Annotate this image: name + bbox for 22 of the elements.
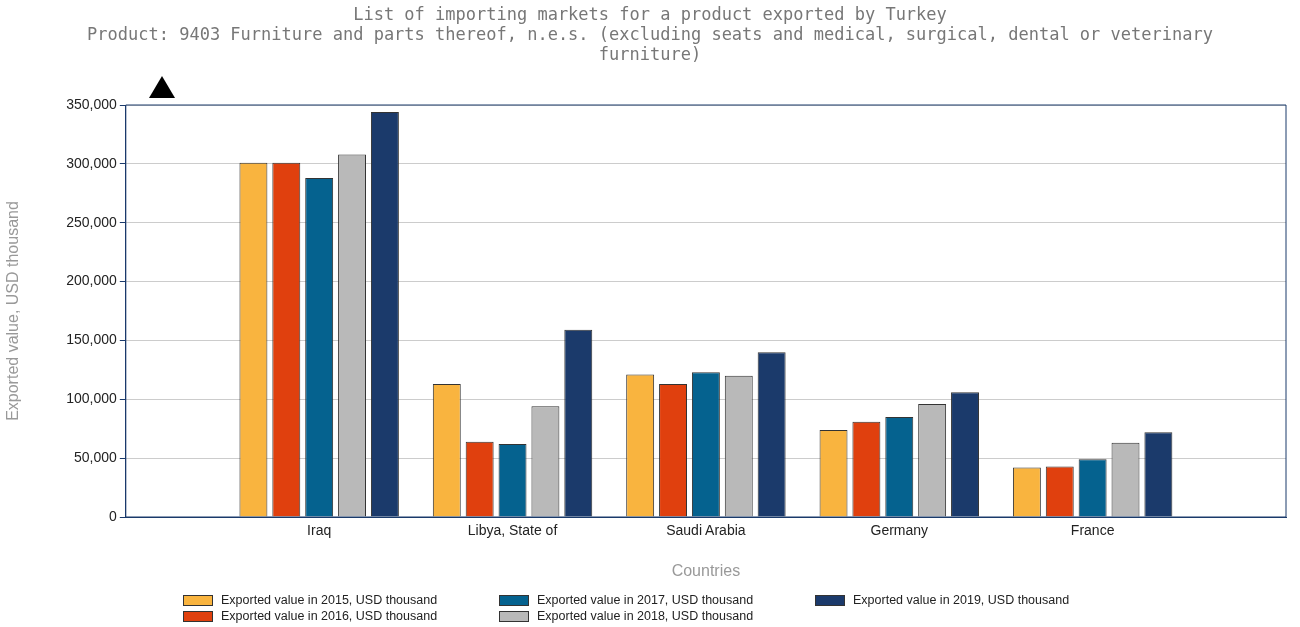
y-tick-label: 100,000 [66,390,118,407]
chart-title: List of importing markets for a product exported by Turkey [352,4,948,24]
y-tick-label: 0 [109,507,118,524]
y-axis-title: Exported value, USD thousand [4,201,22,421]
chart-subtitle: Product: 9403 Furniture and parts thereof, n.e.s. (excluding seats and medical, surgical, dental or veterinary furniture) [86,24,1214,64]
y-tick-label: 350,000 [66,95,118,112]
x-tick-label: Germany [870,522,929,539]
y-tick-label: 250,000 [66,213,118,230]
legend-label: Exported value in 2017, USD thousand [537,593,754,607]
x-tick-label: Libya, State of [467,522,558,539]
y-tick-label: 200,000 [66,272,118,289]
x-tick-label: Iraq [307,522,332,539]
x-axis-title: Countries [671,561,741,579]
x-tick-label: France [1070,522,1115,539]
y-tick-label: 300,000 [66,154,118,171]
legend-label: Exported value in 2015, USD thousand [221,593,438,607]
x-tick-label: Saudi Arabia [666,522,746,539]
legend-label: Exported value in 2016, USD thousand [221,609,438,623]
y-tick-label: 50,000 [73,449,118,465]
legend-label: Exported value in 2019, USD thousand [853,593,1070,607]
y-tick-label: 150,000 [66,331,118,348]
legend-label: Exported value in 2018, USD thousand [537,609,754,623]
